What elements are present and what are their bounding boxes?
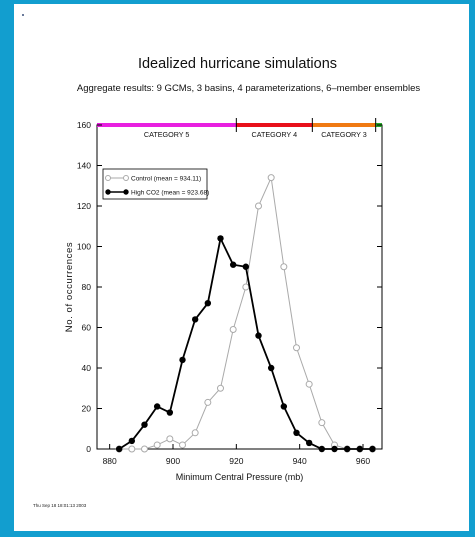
corner-dot xyxy=(22,14,24,16)
chart-title: Idealized hurricane simulations xyxy=(137,56,338,72)
data-point-control xyxy=(166,435,174,443)
category-band-1 xyxy=(97,123,237,127)
data-point-highco2 xyxy=(255,332,262,339)
data-point-highco2 xyxy=(141,421,148,428)
data-point-control xyxy=(280,263,288,271)
data-point-control xyxy=(191,429,199,437)
data-point-highco2 xyxy=(318,445,326,453)
legend-label-highco2: High CO2 (mean = 923.68) xyxy=(131,190,209,197)
data-point-highco2 xyxy=(331,445,338,453)
data-point-control xyxy=(267,174,275,182)
data-point-control xyxy=(153,441,161,449)
data-point-highco2 xyxy=(115,445,123,453)
data-point-highco2 xyxy=(128,437,136,445)
data-point-control xyxy=(305,380,313,388)
data-point-highco2 xyxy=(229,261,237,268)
data-point-highco2 xyxy=(217,235,224,242)
y-tick-label: 0 xyxy=(86,444,91,454)
x-tick-label: 880 xyxy=(103,456,117,466)
data-point-control xyxy=(293,344,300,352)
data-point-highco2 xyxy=(242,263,250,270)
category-label-1: CATEGORY 5 xyxy=(144,130,190,139)
data-point-control xyxy=(242,283,250,291)
y-axis-label: No. of occurrences xyxy=(64,242,75,333)
data-point-control xyxy=(204,398,212,406)
series-line-2 xyxy=(118,235,373,450)
data-point-control xyxy=(141,445,148,453)
legend-marker-highco2 xyxy=(123,189,129,195)
y-tick-label: 100 xyxy=(77,242,91,252)
data-point-control xyxy=(229,326,237,334)
y-tick-label: 60 xyxy=(82,323,92,333)
x-tick-label: 900 xyxy=(166,456,180,466)
legend-marker-highco2 xyxy=(105,189,111,195)
data-point-control xyxy=(255,202,262,210)
y-tick-label: 20 xyxy=(82,404,92,414)
data-point-highco2 xyxy=(179,356,186,364)
data-point-highco2 xyxy=(191,316,199,323)
data-point-highco2 xyxy=(153,403,161,410)
category-band-3 xyxy=(312,123,376,127)
data-point-highco2 xyxy=(293,429,300,436)
category-band-2 xyxy=(236,123,313,127)
chart-subtitle: Aggregate results: 9 GCMs, 3 basins, 4 p… xyxy=(76,83,421,94)
data-point-highco2 xyxy=(166,409,174,416)
x-axis-label: Minimum Central Pressure (mb) xyxy=(176,472,304,482)
legend-marker-control xyxy=(105,175,111,181)
legend-box xyxy=(102,168,208,200)
category-label-2: CATEGORY 4 xyxy=(252,130,298,139)
data-point-control xyxy=(179,441,186,449)
timestamp-footer: Thu Sep 18 18:01:13 2003 xyxy=(33,503,87,508)
x-tick-label: 960 xyxy=(356,456,370,466)
y-tick-label: 140 xyxy=(77,161,91,171)
y-tick-label: 40 xyxy=(82,363,92,373)
legend-marker-control xyxy=(123,175,129,181)
data-point-control xyxy=(217,384,224,392)
x-tick-label: 940 xyxy=(293,456,307,466)
data-point-highco2 xyxy=(305,439,313,447)
data-point-highco2 xyxy=(343,445,351,453)
data-point-highco2 xyxy=(280,403,288,410)
category-label-3: CATEGORY 3 xyxy=(321,130,367,139)
data-point-highco2 xyxy=(369,445,376,453)
legend-label-control: Control (mean = 934.11) xyxy=(131,176,201,183)
data-point-highco2 xyxy=(204,300,212,307)
y-tick-label: 160 xyxy=(77,120,91,130)
data-point-control xyxy=(318,419,326,427)
data-point-control xyxy=(128,445,136,453)
x-tick-label: 920 xyxy=(229,456,243,466)
data-point-highco2 xyxy=(267,364,275,372)
y-tick-label: 80 xyxy=(82,282,92,292)
y-tick-label: 120 xyxy=(77,201,91,211)
data-point-highco2 xyxy=(356,445,364,453)
